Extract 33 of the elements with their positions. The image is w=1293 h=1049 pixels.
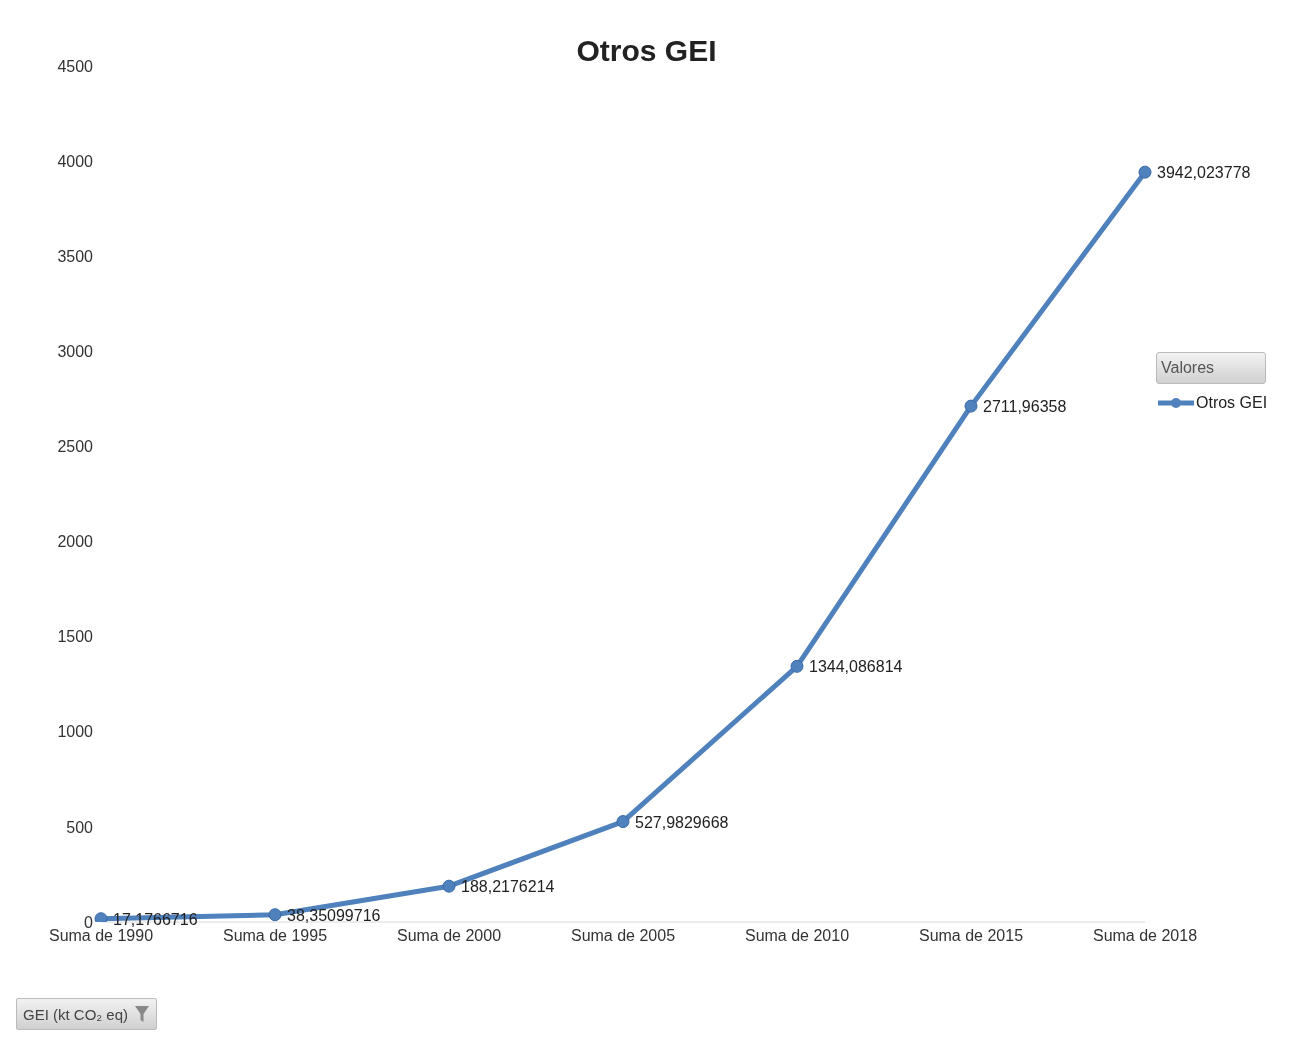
y-tick-label: 1500 [57, 628, 94, 646]
x-tick-label: Suma de 2018 [1092, 927, 1198, 945]
text: GEI (kt CO₂ eq) [23, 1005, 129, 1023]
y-tick-label: 2000 [57, 533, 94, 551]
data-label: 188,2176214 [461, 878, 555, 896]
y-tick-label: 4000 [57, 152, 94, 170]
y-tick-label: 3000 [57, 343, 94, 361]
point [964, 399, 978, 413]
legend-title: Valores [1156, 352, 1266, 384]
data-label: 3942,023778 [1157, 164, 1251, 182]
y-tick-label: 4500 [57, 57, 94, 75]
x-tick-label: Suma de 2010 [744, 927, 850, 945]
y-tick-label: 500 [66, 818, 94, 836]
x-tick-label: Suma de 2005 [570, 927, 676, 945]
y-tick-label: 1000 [57, 723, 94, 741]
data-label: 38,35099716 [287, 906, 381, 924]
y-tick-label: 3500 [57, 247, 94, 265]
data-label: 527,9829668 [635, 813, 729, 831]
chart-title: Otros GEI [576, 34, 717, 67]
point [94, 912, 108, 922]
point [616, 815, 630, 829]
point [1138, 165, 1152, 179]
x-tick-label: Suma de 2000 [396, 927, 502, 945]
point [442, 879, 456, 893]
y-tick-label: 2500 [57, 438, 94, 456]
x-tick-label: Suma de 1995 [222, 927, 328, 945]
point [268, 908, 282, 922]
data-label: 1344,086814 [809, 658, 903, 676]
point [790, 659, 804, 673]
x-tick-label: Suma de 2015 [918, 927, 1024, 945]
legend-label: Otros GEI [1196, 394, 1268, 412]
data-label: 2711,96358 [983, 398, 1067, 416]
data-label: 17,1766716 [113, 910, 198, 928]
